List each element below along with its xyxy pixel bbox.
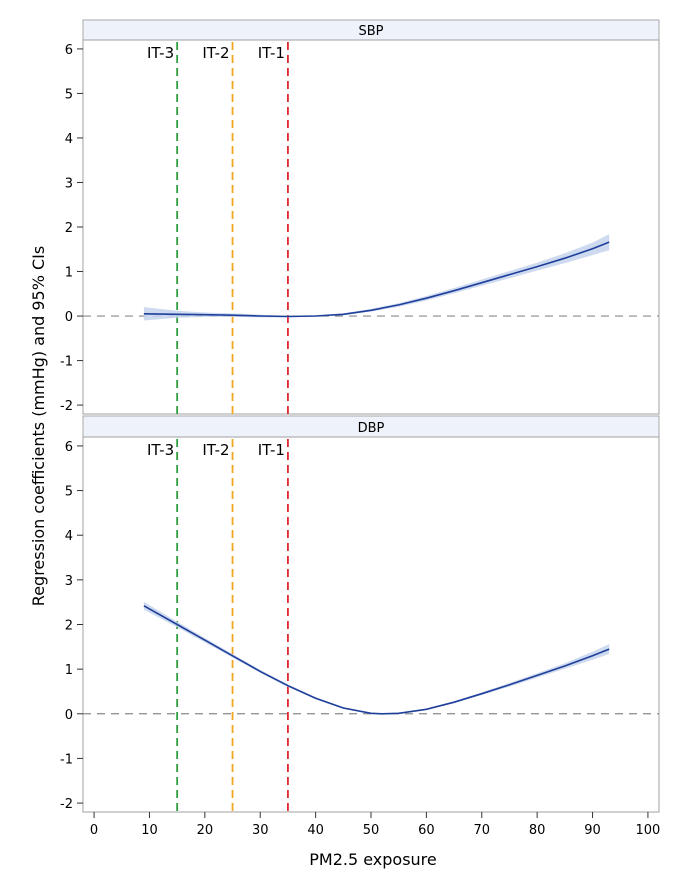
y-tick-label: 4 — [65, 132, 73, 147]
x-tick-label: 80 — [529, 823, 546, 838]
x-tick-label: 60 — [418, 823, 435, 838]
reference-label-it-1: IT-1 — [258, 44, 285, 62]
reference-label-it-2: IT-2 — [202, 441, 229, 459]
dbp-panel: DBP -2 -1 0 1 2 3 4 5 6 IT-3 IT-2 IT-1 — [60, 415, 660, 813]
plot-frame — [82, 436, 660, 813]
x-tick-label: 70 — [473, 823, 490, 838]
y-tick-label: 5 — [65, 87, 73, 102]
estimate-line — [143, 241, 610, 318]
y-tick-label: 2 — [65, 221, 73, 236]
y-tick-label: 3 — [65, 574, 73, 589]
reference-label-it-1: IT-1 — [258, 441, 285, 459]
y-tick-label: -2 — [60, 797, 73, 812]
x-tick-label: 100 — [636, 823, 661, 838]
y-tick-label: 2 — [65, 619, 73, 634]
x-axis: 0 10 20 30 40 50 60 70 80 90 100 — [90, 812, 660, 838]
panel-title: SBP — [358, 24, 383, 39]
plot-frame — [82, 39, 660, 415]
y-tick-label: 1 — [65, 663, 73, 678]
y-tick-label: 5 — [65, 485, 73, 500]
panel-title: DBP — [358, 421, 385, 436]
reference-label-it-3: IT-3 — [147, 44, 174, 62]
y-tick-label: 0 — [65, 310, 73, 325]
sbp-panel: SBP -2 -1 0 1 2 3 4 5 6 IT-3 IT-2 IT-1 — [60, 19, 660, 415]
y-axis-title: Regression coefficients (mmHg) and 95% C… — [29, 246, 48, 606]
reference-label-it-2: IT-2 — [202, 44, 229, 62]
y-tick-label: -1 — [60, 752, 73, 767]
estimate-line — [143, 605, 610, 715]
y-tick-label: 3 — [65, 176, 73, 191]
x-tick-label: 0 — [90, 823, 98, 838]
y-tick-label: 0 — [65, 708, 73, 723]
y-tick-label: 6 — [65, 440, 73, 455]
y-tick-label: -1 — [60, 355, 73, 370]
y-tick-label: 1 — [65, 266, 73, 281]
y-tick-label: -2 — [60, 399, 73, 414]
x-axis-title: PM2.5 exposure — [309, 850, 437, 869]
x-tick-label: 20 — [197, 823, 214, 838]
x-tick-label: 50 — [363, 823, 380, 838]
x-tick-label: 10 — [141, 823, 158, 838]
y-tick-label: 4 — [65, 529, 73, 544]
x-tick-label: 30 — [252, 823, 269, 838]
y-tick-label: 6 — [65, 43, 73, 58]
x-tick-label: 40 — [307, 823, 324, 838]
confidence-band — [143, 234, 610, 321]
x-tick-label: 90 — [584, 823, 601, 838]
reference-label-it-3: IT-3 — [147, 441, 174, 459]
